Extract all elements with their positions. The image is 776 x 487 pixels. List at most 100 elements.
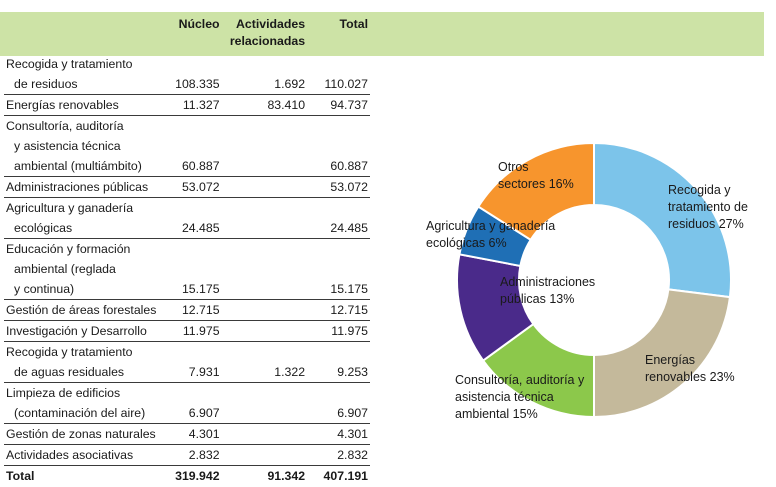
row-label: Gestión de áreas forestales	[4, 299, 164, 321]
slice-label-line: asistencia técnica	[455, 390, 554, 404]
slice-label-line: Administraciones	[500, 275, 595, 289]
row-label-line: Administraciones públicas	[6, 180, 149, 194]
cell-actividades	[221, 320, 308, 342]
cell-nucleo: 4.301	[163, 423, 222, 445]
cell-actividades	[221, 423, 308, 445]
slice-label: Otros sectores 16%	[498, 160, 574, 191]
total-actividades: 91.342	[267, 469, 306, 483]
row-label: Recogida y tratamiento de residuos	[4, 54, 164, 95]
cell-actividades	[221, 238, 308, 300]
table-row: Actividades asociativas 2.832 2.832	[4, 444, 370, 466]
slice-label-line: Recogida y	[668, 183, 731, 197]
table-header-row: Núcleo Actividades relacionadas Total	[4, 12, 370, 54]
row-label: Energías renovables	[4, 94, 164, 116]
header-actividades-line1: Actividades	[236, 17, 306, 31]
row-label-line: Educación y formación	[6, 242, 131, 256]
donut-slice	[593, 288, 732, 419]
cell-actividades	[221, 115, 308, 177]
row-label-line: Recogida y tratamiento	[6, 57, 133, 71]
cell-total: 53.072	[307, 176, 370, 198]
row-label: Consultoría, auditoría y asistencia técni…	[4, 115, 164, 177]
slice-label-line: Agricultura y ganadería	[426, 219, 555, 233]
donut-slice	[476, 141, 595, 242]
slice-label: Consultoría, auditoría y asistencia técni…	[455, 373, 585, 421]
cell-nucleo: 53.072	[163, 176, 222, 198]
cell-total: 9.253	[307, 341, 370, 383]
slice-label-line: residuos 27%	[668, 217, 744, 231]
slice-label-line: tratamiento de	[668, 200, 748, 214]
row-label-line: Agricultura y ganadería	[6, 201, 134, 215]
table-row: Investigación y Desarrollo 11.975 11.975	[4, 320, 370, 342]
table-header-band	[0, 12, 764, 56]
slice-label-line: ambiental 15%	[455, 407, 538, 421]
cell-total: 11.975	[307, 320, 370, 342]
cell-actividades	[221, 382, 308, 424]
table-row: Energías renovables 11.327 83.410 94.737	[4, 94, 370, 116]
row-label-line: Investigación y Desarrollo	[6, 324, 147, 338]
header-total: Total	[339, 17, 368, 31]
row-label: Educación y formación ambiental (reglada y…	[4, 238, 164, 300]
cell-actividades	[221, 176, 308, 198]
row-label-line: Consultoría, auditoría	[6, 119, 124, 133]
cell-total: 6.907	[307, 382, 370, 424]
row-label: Investigación y Desarrollo	[4, 320, 164, 342]
cell-nucleo: 7.931	[163, 341, 222, 383]
cell-nucleo: 11.327	[163, 94, 222, 116]
table-row: Gestión de zonas naturales 4.301 4.301	[4, 423, 370, 445]
slice-label-line: ecológicas 6%	[426, 236, 507, 250]
cell-actividades: 83.410	[221, 94, 308, 116]
table-total-row: Total 319.942 91.342 407.191	[4, 466, 370, 487]
header-actividades-line2: relacionadas	[229, 34, 306, 48]
cell-total: 2.832	[307, 444, 370, 466]
row-label-line: Gestión de áreas forestales	[6, 303, 157, 317]
slice-label-line: Energías	[645, 353, 695, 367]
row-label: Recogida y tratamiento de aguas residuale…	[4, 341, 164, 383]
cell-total: 15.175	[307, 238, 370, 300]
table-row: Limpieza de edificios (contaminación del …	[4, 382, 370, 424]
cell-nucleo: 24.485	[163, 197, 222, 239]
row-label: Administraciones públicas	[4, 176, 164, 198]
table-row: Consultoría, auditoría y asistencia técni…	[4, 115, 370, 177]
row-label-line: y asistencia técnica	[14, 139, 121, 153]
table-body: Recogida y tratamiento de residuos 108.335…	[4, 54, 370, 486]
row-label-line: de aguas residuales	[14, 365, 125, 379]
total-label: Total	[6, 469, 35, 483]
cell-nucleo: 60.887	[163, 115, 222, 177]
slice-label: Administraciones públicas 13%	[500, 275, 595, 306]
slice-label: Energías renovables 23%	[645, 353, 735, 384]
row-label-line: ambiental (multiámbito)	[14, 159, 142, 173]
row-label-line: ambiental (reglada	[14, 262, 116, 276]
slice-label-line: públicas 13%	[500, 292, 574, 306]
header-actividades: Actividades relacionadas	[222, 12, 308, 54]
row-label-line: ecológicas	[14, 221, 73, 235]
row-label: Gestión de zonas naturales	[4, 423, 164, 445]
cell-total: 12.715	[307, 299, 370, 321]
donut-slice	[593, 141, 732, 299]
table-row: Agricultura y ganadería ecológicas 24.485 2…	[4, 197, 370, 239]
cell-total: 94.737	[307, 94, 370, 116]
total-total: 407.191	[323, 469, 368, 483]
cell-nucleo: 6.907	[163, 382, 222, 424]
slice-label-line: Otros	[498, 160, 529, 174]
slice-label-line: sectores 16%	[498, 177, 574, 191]
cell-nucleo: 2.832	[163, 444, 222, 466]
table-row: Recogida y tratamiento de aguas residuale…	[4, 341, 370, 383]
row-label-line: Energías renovables	[6, 98, 119, 112]
cell-actividades: 1.692	[221, 54, 308, 95]
row-label-line: Gestión de zonas naturales	[6, 427, 156, 441]
row-label-line: y continua)	[14, 282, 75, 296]
cell-total: 60.887	[307, 115, 370, 177]
slice-label: Agricultura y ganadería ecológicas 6%	[426, 219, 555, 250]
cell-total: 4.301	[307, 423, 370, 445]
table-row: Gestión de áreas forestales 12.715 12.715	[4, 299, 370, 321]
row-label: Limpieza de edificios (contaminación del …	[4, 382, 164, 424]
employment-table: Núcleo Actividades relacionadas Total Re…	[4, 12, 370, 486]
row-label-line: de residuos	[14, 77, 78, 91]
row-label: Agricultura y ganadería ecológicas	[4, 197, 164, 239]
row-label-line: Recogida y tratamiento	[6, 345, 133, 359]
row-label-line: (contaminación del aire)	[14, 406, 146, 420]
cell-actividades	[221, 444, 308, 466]
slice-label-line: Consultoría, auditoría y	[455, 373, 585, 387]
table-row: Educación y formación ambiental (reglada y…	[4, 238, 370, 300]
